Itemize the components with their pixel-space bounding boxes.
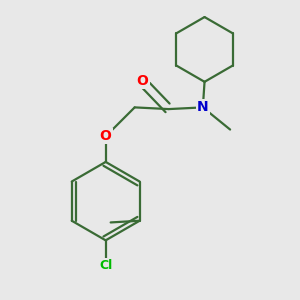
Text: N: N	[197, 100, 209, 114]
Text: Cl: Cl	[99, 260, 112, 272]
Text: O: O	[100, 129, 112, 143]
Text: O: O	[136, 74, 148, 88]
